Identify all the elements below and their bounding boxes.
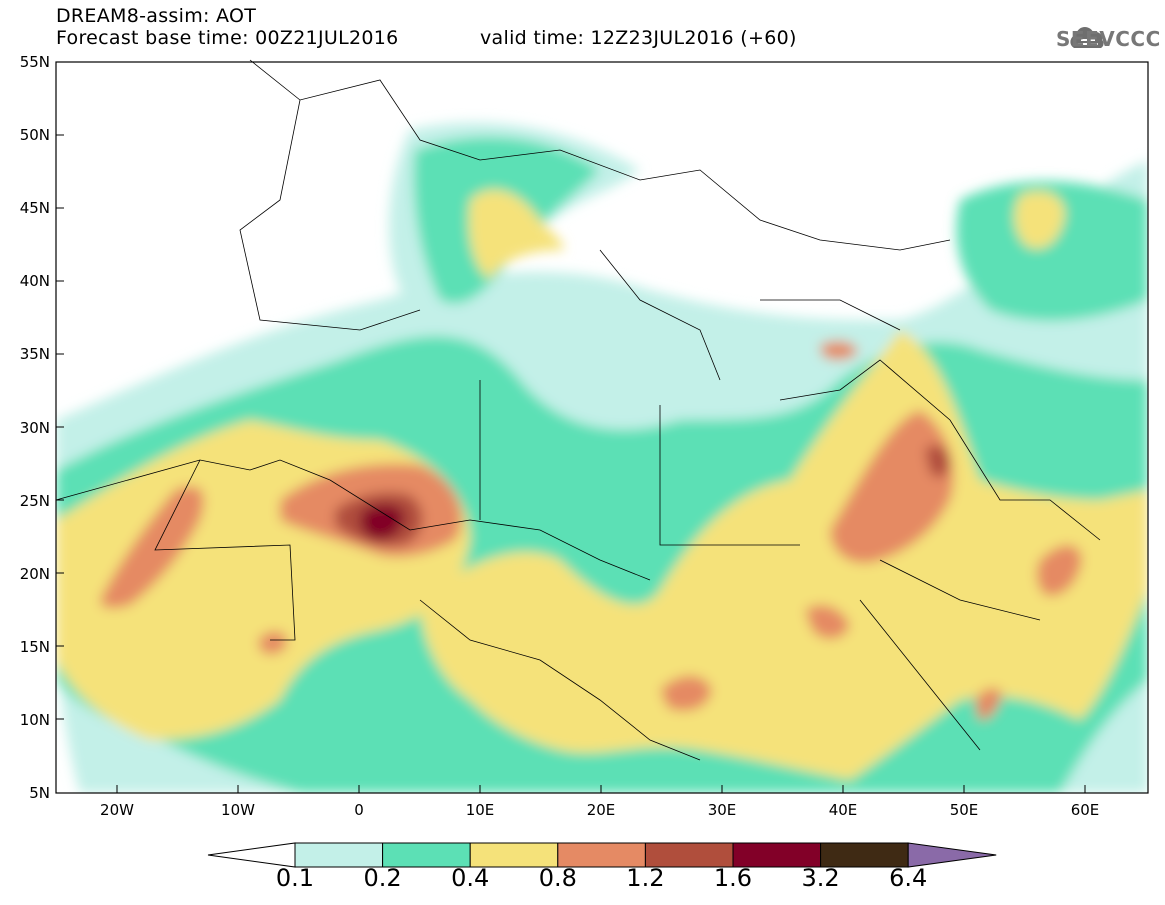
aot-band-0.8-iraq — [820, 340, 858, 360]
aot-band-0.4-caspian — [1014, 191, 1065, 249]
colorbar-label: 0.1 — [275, 864, 315, 892]
cloud-logo-icon — [1070, 27, 1104, 48]
colorbar-label: 1.2 — [626, 864, 665, 892]
aot-band-1.2-arabia — [925, 444, 950, 478]
colorbar-label: 0.2 — [363, 864, 402, 892]
valid-time: valid time: 12Z23JUL2016 (+60) — [480, 27, 797, 49]
logo-text: SEEVCCC — [1056, 27, 1161, 51]
lon-label: 40E — [828, 801, 858, 819]
lon-label: 50E — [949, 801, 979, 819]
lon-label: 60E — [1070, 801, 1100, 819]
aot-band-0.8-mali — [258, 631, 288, 655]
lon-label: 20E — [586, 801, 616, 819]
lat-label: 55N — [19, 53, 50, 71]
lat-label: 10N — [19, 710, 50, 729]
aot-band-0.2-caspian — [956, 181, 1148, 321]
aot-band-0.8-eritrea — [805, 605, 850, 640]
colorbar-label: 3.2 — [801, 864, 840, 892]
lat-label: 5N — [29, 784, 50, 802]
lon-label: 10E — [465, 801, 495, 819]
aot-map — [55, 59, 1149, 794]
lat-label: 30N — [19, 418, 50, 437]
map-ticks — [56, 61, 1086, 793]
aot-band-0.8-sudan — [660, 675, 712, 711]
lat-label: 20N — [19, 564, 50, 583]
forecast-base-time: Forecast base time: 00Z21JUL2016 — [56, 27, 399, 49]
aot-band-0.4-alps — [468, 189, 564, 280]
colorbar-label: 1.6 — [713, 864, 753, 892]
aot-band-0.4-central — [420, 330, 1148, 780]
map-title: DREAM8-assim: AOT — [56, 5, 257, 27]
lon-label: 10W — [221, 801, 255, 819]
aot-field — [56, 122, 1148, 793]
country-borders — [55, 59, 1101, 761]
colorbar-label: 6.4 — [889, 864, 928, 892]
lon-label: 30E — [707, 801, 737, 819]
lon-label: 20W — [100, 801, 134, 819]
aot-band-0.8-somalia — [975, 688, 1002, 720]
colorbar-label: 0.4 — [451, 864, 490, 892]
lon-label: 0 — [354, 801, 364, 819]
aot-band-1.6-sahara — [360, 504, 405, 541]
lat-label: 50N — [19, 126, 50, 145]
lat-label: 40N — [19, 272, 50, 291]
colorbar-label: 0.8 — [538, 864, 577, 892]
lat-label: 35N — [19, 345, 50, 364]
lat-label: 25N — [19, 491, 50, 510]
lat-label: 15N — [19, 637, 50, 656]
lat-label: 45N — [19, 199, 50, 218]
aot-band-0.8-wsahara — [100, 486, 204, 609]
aot-band-0.8-arabia — [830, 410, 954, 564]
aot-band-0.8-oman — [1036, 545, 1082, 596]
